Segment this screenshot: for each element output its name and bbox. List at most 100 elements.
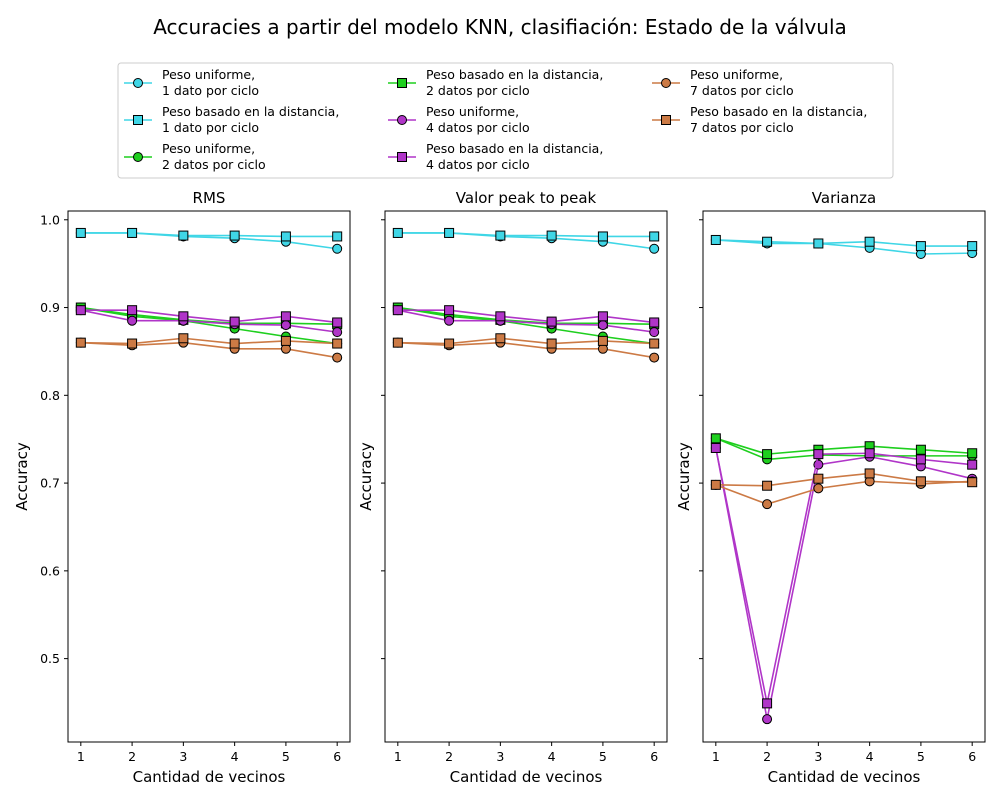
plot-frame	[384, 210, 668, 743]
data-point-d4	[444, 305, 455, 316]
series-line-d4	[715, 447, 973, 704]
data-point-d1	[444, 227, 455, 238]
data-point-d7	[915, 476, 926, 487]
y-axis-label: Accuracy	[675, 442, 693, 511]
data-point-u1	[332, 243, 343, 254]
data-point-d1	[280, 231, 291, 242]
data-point-d4	[967, 459, 978, 470]
legend-marker-d4	[397, 152, 407, 162]
y-axis-label: Accuracy	[13, 442, 31, 511]
series-d1	[710, 234, 978, 252]
legend-marker-u4	[397, 115, 407, 125]
data-point-d4	[495, 311, 506, 322]
data-point-d4	[178, 311, 189, 322]
series-line-u7	[397, 341, 655, 359]
data-point-d1	[710, 234, 721, 245]
data-point-d1	[546, 230, 557, 241]
data-point-u4	[127, 315, 138, 326]
x-tick-label: 4	[866, 749, 874, 764]
data-point-d7	[762, 480, 773, 491]
x-tick-label: 1	[77, 749, 85, 764]
series-line-u2	[80, 306, 338, 345]
y-tick-label: 1.0	[40, 212, 60, 227]
x-tick-label: 6	[968, 749, 976, 764]
legend-label-u2-line2: 2 datos por ciclo	[162, 157, 266, 172]
legend-label-u4-line1: Peso uniforme,	[426, 104, 519, 119]
x-tick-label: 5	[282, 749, 290, 764]
series-line-u4	[397, 309, 655, 333]
series-d4	[75, 305, 343, 328]
panel-3: Varianza 1 2 3 4 5 6 Cantidad de vecinos Accurac…	[675, 189, 986, 786]
data-point-d1	[392, 227, 403, 238]
x-tick-label: 3	[496, 749, 504, 764]
data-point-d4	[546, 316, 557, 327]
data-point-d4	[127, 305, 138, 316]
x-tick-label: 1	[712, 749, 720, 764]
y-tick-label: 0.8	[40, 388, 60, 403]
x-tick-label: 6	[333, 749, 341, 764]
data-point-d4	[597, 311, 608, 322]
data-point-d4	[813, 449, 824, 460]
series-line-d1	[397, 232, 655, 238]
legend-marker-u1	[133, 78, 143, 88]
x-tick-label: 4	[548, 749, 556, 764]
legend-label-d4-line2: 4 datos por ciclo	[426, 157, 530, 172]
series-d4	[392, 305, 660, 328]
data-point-d1	[332, 231, 343, 242]
x-axis-label: Cantidad de vecinos	[133, 768, 286, 786]
legend-label-u7-line1: Peso uniforme,	[690, 67, 783, 82]
data-point-d1	[597, 231, 608, 242]
x-axis-label: Cantidad de vecinos	[450, 768, 603, 786]
legend-label-d1-line1: Peso basado en la distancia,	[162, 104, 339, 119]
data-point-d1	[813, 238, 824, 249]
data-point-d1	[495, 230, 506, 241]
series-line-u1	[715, 239, 973, 255]
y-tick-label: 0.9	[40, 300, 60, 315]
data-point-d4	[229, 316, 240, 327]
data-point-u4	[649, 327, 660, 338]
figure-title: Accuracies a partir del modelo KNN, clas…	[153, 15, 847, 39]
series-line-u7	[80, 341, 338, 359]
legend-entry-d4: Peso basado en la distancia,4 datos por …	[388, 141, 603, 172]
x-tick-label: 2	[763, 749, 771, 764]
data-point-d7	[967, 477, 978, 488]
data-point-d7	[813, 473, 824, 484]
y-tick-label: 0.6	[40, 563, 60, 578]
series-line-d2	[80, 306, 338, 326]
data-point-d7	[392, 337, 403, 348]
data-point-d4	[915, 454, 926, 465]
series-line-d2	[715, 437, 973, 455]
data-point-u4	[332, 327, 343, 338]
data-point-d4	[864, 448, 875, 459]
data-point-d4	[710, 442, 721, 453]
legend-marker-d1	[133, 115, 143, 125]
legend-entry-d2: Peso basado en la distancia,2 datos por …	[388, 67, 603, 98]
data-point-u4	[597, 320, 608, 331]
data-point-d7	[280, 335, 291, 346]
x-tick-label: 1	[394, 749, 402, 764]
x-tick-label: 4	[231, 749, 239, 764]
data-point-d2	[915, 444, 926, 455]
data-point-d7	[229, 338, 240, 349]
data-point-d1	[864, 236, 875, 247]
series-line-d1	[715, 239, 973, 247]
data-point-d7	[597, 335, 608, 346]
data-point-d2	[710, 433, 721, 444]
series-d1	[75, 227, 343, 242]
legend-entry-d7: Peso basado en la distancia,7 datos por …	[652, 104, 867, 135]
data-point-d1	[649, 231, 660, 242]
data-point-d4	[280, 311, 291, 322]
data-point-u4	[280, 320, 291, 331]
data-point-d1	[967, 241, 978, 252]
series-line-d4	[397, 309, 655, 324]
series-line-u7	[715, 480, 973, 505]
legend-entry-u2: Peso uniforme,2 datos por ciclo	[124, 141, 266, 172]
series-d7	[710, 468, 978, 491]
data-point-d7	[127, 338, 138, 349]
y-tick-label: 0.5	[40, 651, 60, 666]
data-point-d2	[762, 449, 773, 460]
plot-frame	[702, 210, 986, 743]
series-line-d1	[80, 232, 338, 238]
series-line-d7	[397, 337, 655, 345]
